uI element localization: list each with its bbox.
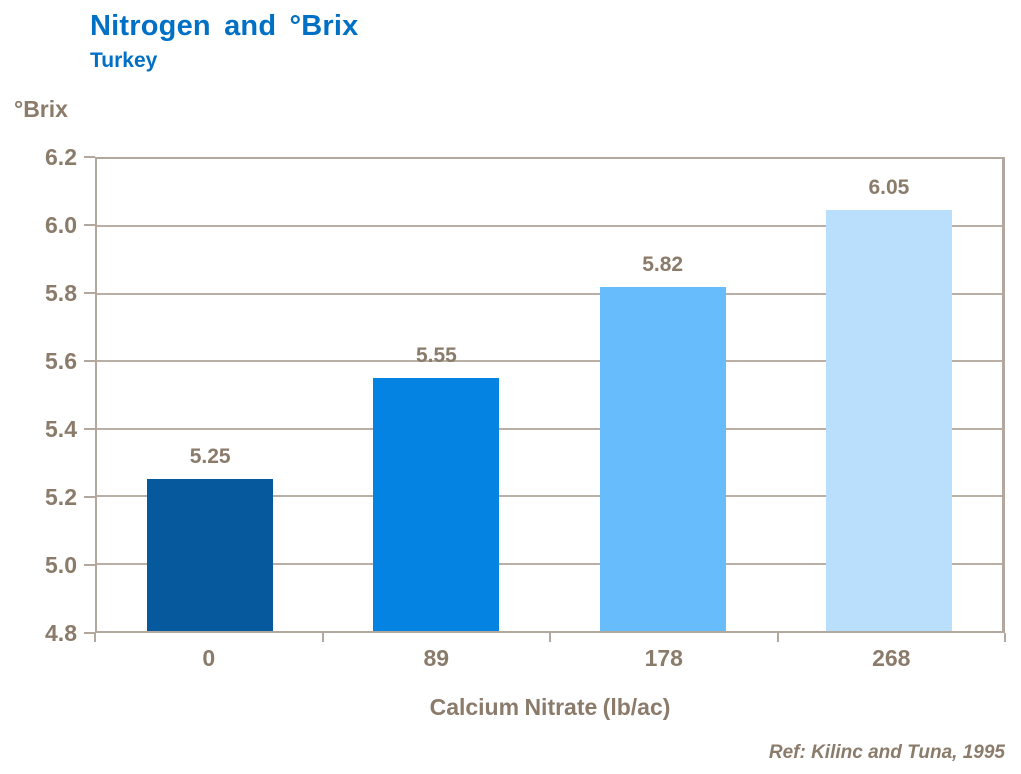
y-tick-mark <box>84 292 95 294</box>
bar <box>825 209 952 631</box>
bar <box>373 378 500 631</box>
bar <box>147 479 274 631</box>
x-tick-mark <box>1004 633 1006 642</box>
x-tick-label: 89 <box>423 645 450 671</box>
y-tick-mark <box>84 360 95 362</box>
chart-subtitle: Turkey <box>90 49 158 72</box>
x-tick-mark <box>776 633 779 642</box>
y-tick-mark <box>84 156 95 158</box>
y-tick-mark <box>84 496 95 498</box>
y-tick-mark <box>84 564 95 566</box>
y-tick-label: 5.4 <box>45 416 77 442</box>
x-tick-mark <box>321 633 324 642</box>
x-tick-label: 178 <box>644 645 683 671</box>
plot-area: 5.25 5.55 5.82 6.05 <box>95 157 1005 633</box>
y-tick-mark <box>84 428 95 430</box>
y-axis: 6.2 6.0 5.8 5.6 5.4 5.2 5.0 4.8 <box>0 144 95 646</box>
gridline <box>97 292 1002 295</box>
y-tick-label: 5.0 <box>45 552 77 578</box>
y-tick-label: 4.8 <box>45 620 77 646</box>
bar <box>599 287 726 631</box>
gridline <box>97 427 1002 430</box>
gridline <box>97 225 1002 228</box>
y-tick-mark <box>84 224 95 226</box>
bar-value-label: 6.05 <box>868 175 910 199</box>
y-axis-label: °Brix <box>14 96 68 122</box>
y-tick-mark <box>84 632 95 634</box>
x-tick-label: 268 <box>872 645 911 671</box>
bar-value-label: 5.25 <box>189 445 231 469</box>
bar-value-label: 5.82 <box>642 253 684 277</box>
y-tick-label: 6.2 <box>45 144 77 170</box>
x-axis-title: Calcium Nitrate (lb/ac) <box>429 694 671 720</box>
y-tick-label: 5.2 <box>45 484 77 510</box>
y-tick-label: 5.8 <box>45 280 77 306</box>
gridline <box>97 562 1002 565</box>
x-tick-label: 0 <box>202 645 216 671</box>
gridline <box>97 495 1002 498</box>
y-tick-label: 5.6 <box>45 348 77 374</box>
x-axis-labels: 0 89 178 268 <box>95 645 1005 675</box>
reference-note: Ref: Kilinc and Tuna, 1995 <box>768 742 1005 763</box>
bar-value-label: 5.55 <box>415 344 457 368</box>
x-tick-mark <box>94 633 96 642</box>
x-axis-ticks <box>94 633 1006 643</box>
gridline <box>97 360 1002 363</box>
chart-title: Nitrogen and °Brix <box>90 10 359 42</box>
x-tick-mark <box>549 633 551 642</box>
y-tick-label: 6.0 <box>45 212 77 238</box>
